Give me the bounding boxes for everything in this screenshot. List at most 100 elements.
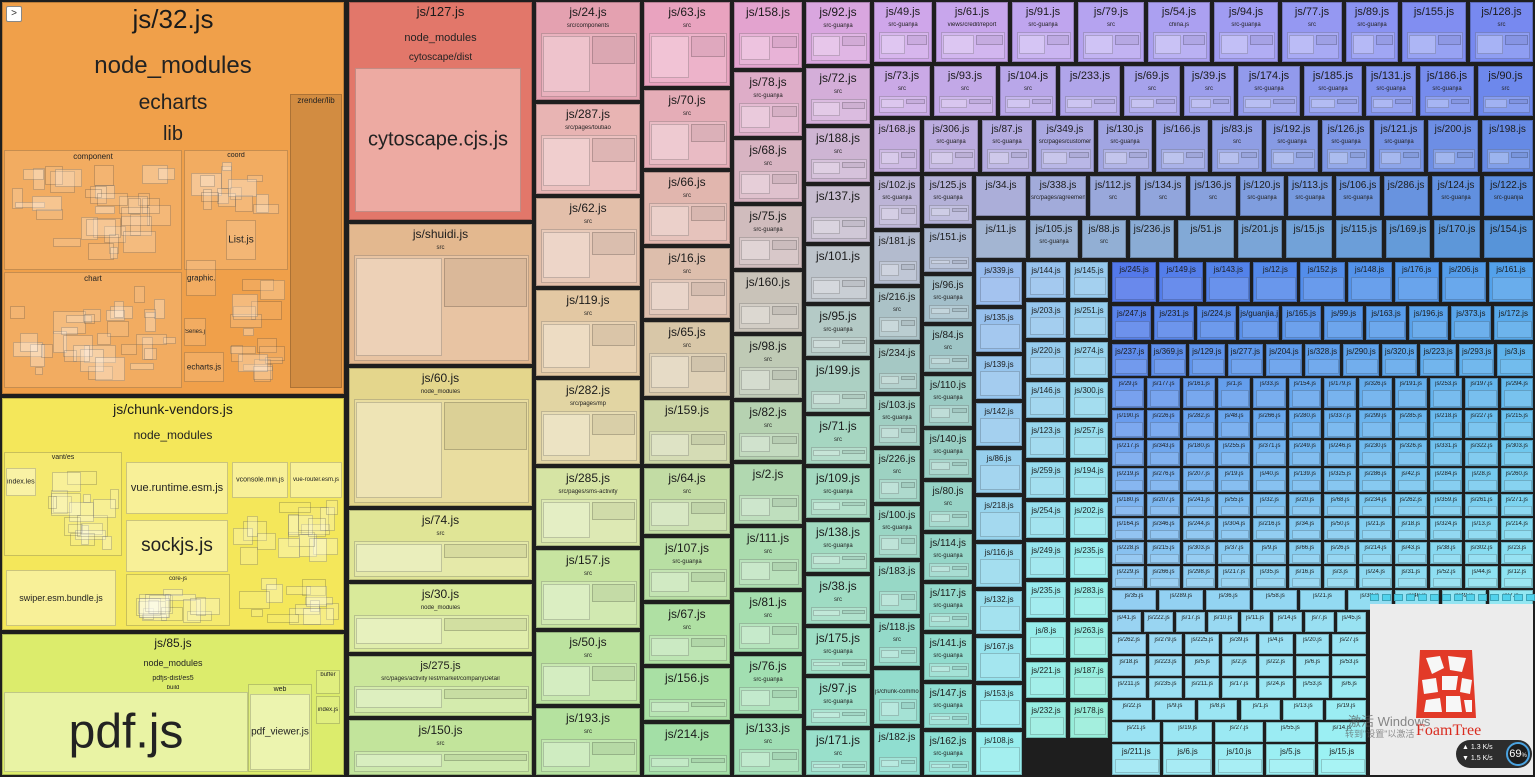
bundle-contents[interactable] <box>941 32 1005 59</box>
module-ib-series[interactable]: Series.js <box>184 318 206 346</box>
sub-module-block[interactable] <box>1115 35 1139 45</box>
bundle-contents[interactable] <box>1284 321 1320 338</box>
sub-module-block[interactable] <box>1451 99 1469 104</box>
sub-module-block[interactable] <box>651 758 689 767</box>
bundle-contents[interactable] <box>1030 717 1064 735</box>
bundle-m-306[interactable]: js/306.js src-guanjia <box>924 120 978 172</box>
bundle-contents[interactable] <box>1256 506 1285 515</box>
bundle-m-101[interactable]: js/101.js <box>806 246 870 302</box>
module-ib-pdfviewer[interactable]: pdf_viewer.js <box>250 694 310 770</box>
bundle-contents[interactable] <box>811 337 867 353</box>
bundle-small[interactable]: js/176.js <box>1394 262 1439 302</box>
sub-module-block[interactable] <box>1067 99 1092 108</box>
bundle-m-156[interactable]: js/156.js <box>644 668 730 720</box>
bundle-small[interactable]: js/225.js <box>1185 634 1220 654</box>
sub-module-block[interactable] <box>1438 35 1461 45</box>
bundle-small[interactable]: js/223.js <box>1148 656 1183 676</box>
sub-module-block[interactable] <box>1509 99 1528 104</box>
bundle-contents[interactable] <box>879 96 927 113</box>
bundle-contents[interactable] <box>1346 359 1378 374</box>
bundle-small[interactable]: js/359.js <box>1430 494 1463 516</box>
sub-module-block[interactable] <box>142 608 155 620</box>
bundle-contents[interactable] <box>1115 277 1156 300</box>
sub-module-block[interactable] <box>83 493 92 503</box>
bundle-small[interactable]: js/266.js <box>1253 410 1286 438</box>
sub-module-block[interactable] <box>130 214 141 236</box>
bundle-contents[interactable] <box>1468 530 1497 539</box>
bundle-b85[interactable]: js/85.js node_modules pdfjs-dist/es5 build <box>2 634 344 775</box>
bundle-small[interactable]: js/1.js <box>1240 700 1281 720</box>
bundle-small[interactable]: js/302.js <box>1465 542 1498 564</box>
bundle-m-62[interactable]: js/62.js src <box>536 198 640 286</box>
bundle-contents[interactable] <box>1256 452 1285 465</box>
bundle-m-98[interactable]: js/98.js src <box>734 336 802 398</box>
bundle-small[interactable]: js/237.js <box>1112 344 1148 376</box>
sub-module-block[interactable] <box>297 507 330 531</box>
bundle-contents[interactable] <box>1221 554 1250 563</box>
sub-module-block[interactable] <box>217 193 236 208</box>
bundle-small[interactable]: js/215.js <box>1147 542 1180 564</box>
sub-module-block[interactable] <box>813 764 840 768</box>
bundle-contents[interactable] <box>929 713 969 725</box>
sub-module-block[interactable] <box>82 309 101 322</box>
sub-module-block[interactable] <box>309 600 320 612</box>
sub-module-block[interactable] <box>301 578 327 596</box>
sub-module-block[interactable] <box>9 306 25 320</box>
bundle-small[interactable]: js/11.js <box>1240 612 1270 632</box>
bundle-small[interactable]: js/262.js <box>1394 494 1427 516</box>
bundle-m-234[interactable]: js/234.js <box>874 344 920 392</box>
bundle-m-107[interactable]: js/107.js src-guanjia <box>644 538 730 600</box>
bundle-small[interactable]: js/259.js <box>1026 462 1066 498</box>
bundle-contents[interactable] <box>1491 277 1532 300</box>
sub-module-block[interactable] <box>741 106 770 128</box>
bundle-small[interactable]: js/227.js <box>1465 410 1498 438</box>
bundle-contents[interactable] <box>1221 480 1250 491</box>
bundle-small[interactable]: js/6.js <box>1295 656 1330 676</box>
bundle-contents[interactable] <box>1185 422 1214 437</box>
bundle-contents[interactable] <box>1433 530 1462 539</box>
sub-module-block[interactable] <box>88 365 113 381</box>
sub-module-block[interactable] <box>52 330 68 353</box>
sub-module-block[interactable] <box>651 702 689 712</box>
bundle-small[interactable]: js/66.js <box>1288 542 1321 564</box>
bundle-small[interactable]: js/14.js <box>1272 612 1302 632</box>
bundle-small[interactable]: js/207.js <box>1147 494 1180 516</box>
bundle-contents[interactable] <box>929 355 969 369</box>
sub-module-block[interactable] <box>31 195 62 212</box>
sub-module-block[interactable] <box>592 742 635 755</box>
bundle-m-70[interactable]: js/70.js src <box>644 90 730 168</box>
bundle-contents[interactable] <box>1115 359 1147 374</box>
bundle-small[interactable]: js/145.js <box>1070 262 1108 298</box>
bundle-contents[interactable] <box>354 686 529 713</box>
bundle-small[interactable]: js/249.js <box>1288 440 1321 466</box>
sub-module-block[interactable] <box>651 434 689 456</box>
bundle-contents[interactable] <box>1074 477 1106 495</box>
module-ib-chart[interactable]: chart <box>4 272 182 388</box>
sub-module-block[interactable] <box>94 205 115 214</box>
bundle-small[interactable]: js/326.js <box>1394 440 1427 466</box>
sub-module-block[interactable] <box>230 186 242 200</box>
bundle-small[interactable]: js/217.js <box>1218 566 1251 588</box>
bundle-tiny[interactable] <box>1382 594 1391 601</box>
bundle-small[interactable]: js/50.js <box>1324 518 1357 540</box>
bundle-small[interactable]: js/293.js <box>1458 344 1495 376</box>
sub-module-block[interactable] <box>989 152 1009 164</box>
bundle-small[interactable]: js/37.js <box>1218 542 1251 564</box>
bundle-small[interactable]: js/55.js <box>1266 722 1315 742</box>
bundle-small[interactable]: js/216.js <box>1253 518 1286 540</box>
sub-module-block[interactable] <box>143 347 158 361</box>
bundle-contents[interactable] <box>1150 480 1179 491</box>
sub-module-block[interactable] <box>52 471 82 493</box>
bundle-small[interactable]: js/226.js <box>1147 410 1180 438</box>
bundle-contents[interactable] <box>1115 390 1144 407</box>
sub-module-block[interactable] <box>1191 99 1211 108</box>
sub-module-block[interactable] <box>1155 35 1181 54</box>
bundle-contents[interactable] <box>1162 277 1203 300</box>
bundle-contents[interactable] <box>649 635 727 661</box>
bundle-contents[interactable] <box>1433 390 1462 407</box>
sub-module-block[interactable] <box>881 320 899 332</box>
sub-module-block[interactable] <box>592 36 635 64</box>
bundle-small[interactable]: js/10.js <box>1208 612 1238 632</box>
bundle-contents[interactable] <box>980 371 1020 396</box>
bundle-contents[interactable] <box>1397 480 1426 491</box>
